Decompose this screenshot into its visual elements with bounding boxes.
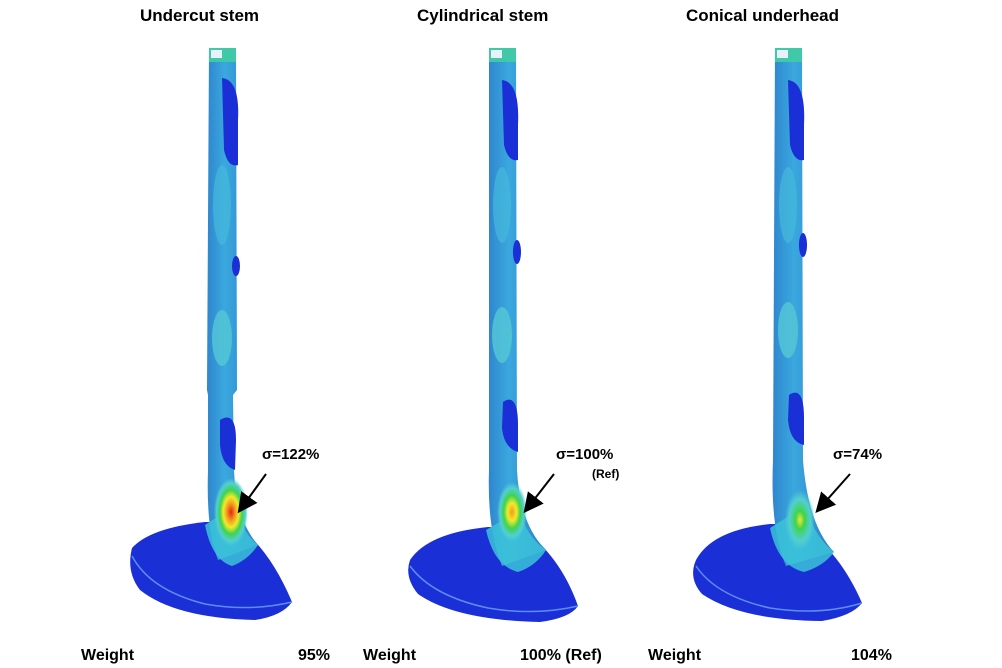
panel-2-title: Cylindrical stem [417,6,549,25]
stress-label-2: σ=100% [556,446,614,463]
valve-undercut-stem [130,48,293,620]
stress-ref-note-2: (Ref) [592,467,620,481]
stress-hotspot-2 [497,482,527,542]
valve-cylindrical-stem [408,48,579,622]
stress-arrow-1 [237,473,267,514]
weight-value-2: 100% (Ref) [520,647,602,664]
valve-conical-underhead [693,48,863,621]
stress-hotspot-3 [785,490,815,550]
panel-1-title: Undercut stem [140,6,260,25]
panel-3-title: Conical underhead [686,6,840,25]
weight-label-2: Weight [363,647,417,664]
stress-label-3: σ=74% [833,446,883,463]
weight-value-3: 104% [851,647,892,664]
weight-label-3: Weight [648,647,702,664]
weight-label-1: Weight [81,647,135,664]
stress-hotspot-1 [214,478,248,546]
stress-arrow-2 [523,473,555,514]
weight-value-1: 95% [298,647,331,664]
stress-arrow-3 [815,473,851,513]
stress-label-1: σ=122% [262,446,320,463]
